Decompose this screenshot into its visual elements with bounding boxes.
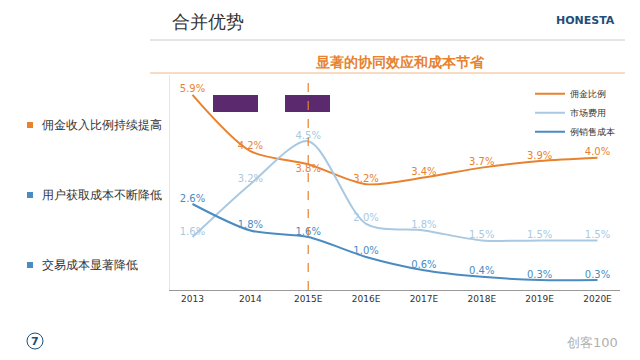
- svg-text:5.9%: 5.9%: [180, 83, 205, 94]
- svg-text:3.8%: 3.8%: [296, 163, 321, 174]
- svg-text:1.6%: 1.6%: [296, 226, 321, 237]
- svg-text:用户获取成本不断降低: 用户获取成本不断降低: [42, 188, 162, 202]
- svg-text:佣金收入比例持续提高: 佣金收入比例持续提高: [42, 118, 162, 132]
- svg-text:3.4%: 3.4%: [411, 166, 436, 177]
- svg-text:显著的协同效应和成本节省: 显著的协同效应和成本节省: [315, 54, 485, 70]
- svg-text:例销售成本: 例销售成本: [570, 127, 615, 137]
- svg-text:2019E: 2019E: [525, 294, 554, 304]
- svg-text:0.6%: 0.6%: [411, 259, 436, 270]
- svg-text:4.5%: 4.5%: [296, 130, 321, 141]
- svg-text:2.6%: 2.6%: [180, 193, 205, 204]
- svg-text:1.0%: 1.0%: [353, 245, 378, 256]
- svg-text:交易成本显著降低: 交易成本显著降低: [42, 258, 138, 272]
- svg-text:3.9%: 3.9%: [527, 150, 552, 161]
- svg-text:0.4%: 0.4%: [469, 265, 494, 276]
- svg-text:2018E: 2018E: [467, 294, 496, 304]
- svg-text:2015E: 2015E: [294, 294, 323, 304]
- svg-text:2.0%: 2.0%: [353, 212, 378, 223]
- svg-text:市场费用: 市场费用: [570, 108, 606, 118]
- svg-text:4.0%: 4.0%: [585, 146, 610, 157]
- svg-text:1.5%: 1.5%: [469, 229, 494, 240]
- svg-text:2020E: 2020E: [583, 294, 612, 304]
- svg-text:0.3%: 0.3%: [585, 269, 610, 280]
- svg-text:1.8%: 1.8%: [238, 219, 263, 230]
- svg-text:7: 7: [31, 335, 39, 348]
- svg-text:HONESTA: HONESTA: [556, 14, 615, 27]
- svg-text:4.2%: 4.2%: [238, 140, 263, 151]
- svg-text:2017E: 2017E: [410, 294, 439, 304]
- svg-text:合并优势: 合并优势: [172, 11, 244, 32]
- svg-text:佣金比例: 佣金比例: [570, 89, 606, 99]
- svg-text:3.2%: 3.2%: [238, 173, 263, 184]
- svg-text:1.5%: 1.5%: [585, 229, 610, 240]
- svg-text:2013: 2013: [181, 294, 204, 304]
- svg-text:创客100: 创客100: [567, 335, 618, 350]
- svg-text:1.5%: 1.5%: [527, 229, 552, 240]
- svg-text:3.7%: 3.7%: [469, 156, 494, 167]
- svg-text:2014: 2014: [239, 294, 262, 304]
- svg-text:1.8%: 1.8%: [411, 219, 436, 230]
- svg-text:2016E: 2016E: [352, 294, 381, 304]
- svg-text:0.3%: 0.3%: [527, 269, 552, 280]
- svg-text:3.2%: 3.2%: [353, 173, 378, 184]
- svg-text:1.6%: 1.6%: [180, 226, 205, 237]
